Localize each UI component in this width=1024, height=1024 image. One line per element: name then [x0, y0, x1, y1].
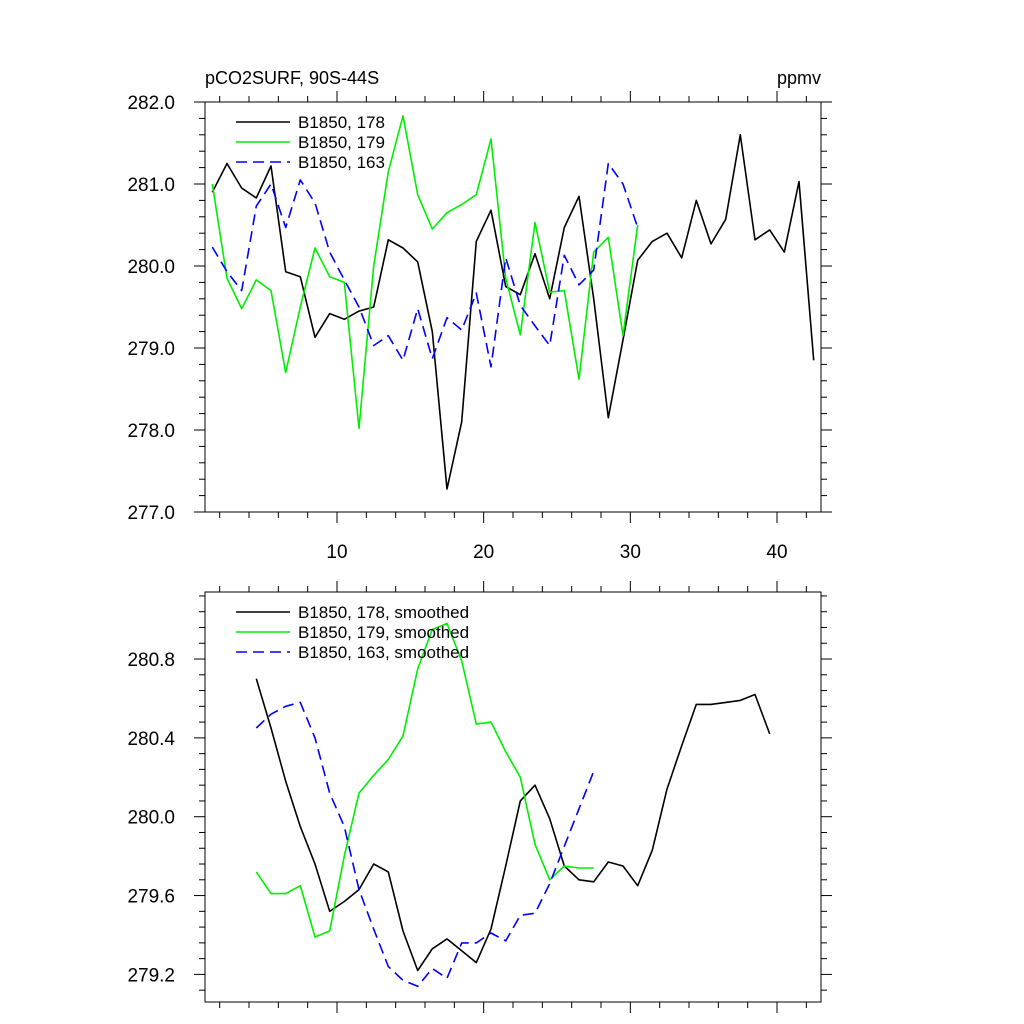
y-tick-label: 281.0: [127, 175, 175, 196]
axis-tick-labels: 279.2 279.6 280.0 280.4 280.8: [127, 650, 175, 986]
y-tick-label: 279.6: [127, 887, 175, 908]
y-tick-label: 280.0: [127, 257, 175, 278]
y-tick-label: 278.0: [127, 421, 175, 442]
panel-title-left: pCO2SURF, 90S-44S: [205, 68, 379, 88]
legend-label-b1850-163-smoothed: B1850, 163, smoothed: [298, 643, 469, 662]
x-tick-label: 40: [766, 542, 787, 563]
series-line-b1850-179: [211, 115, 639, 430]
x-tick-label: 30: [620, 542, 641, 563]
x-tick-label: 20: [473, 542, 494, 563]
axis-tick-labels: 277.0 278.0 279.0 280.0 281.0 282.0 10 20 30 40: [127, 93, 787, 563]
series-lines: [255, 622, 771, 988]
axis-ticks: [194, 91, 832, 523]
y-tick-label: 280.8: [127, 650, 175, 671]
series-line-b1850-179-smoothed: [255, 622, 594, 938]
top-panel: pCO2SURF, 90S-44S ppmv 277.0 278.0 279.0 28…: [127, 68, 832, 563]
y-tick-label: 279.2: [127, 965, 175, 986]
y-tick-label: 277.0: [127, 503, 175, 524]
legend-label-b1850-178-smoothed: B1850, 178, smoothed: [298, 603, 469, 622]
legend-label-b1850-179: B1850, 179: [298, 133, 385, 152]
plot-frame: [204, 591, 822, 1003]
y-tick-label: 280.4: [127, 729, 175, 750]
y-tick-label: 279.0: [127, 339, 175, 360]
plot-frame: [204, 101, 822, 513]
panel-title-right: ppmv: [777, 68, 821, 88]
legend-label-b1850-163: B1850, 163: [298, 153, 385, 172]
legend-label-b1850-179-smoothed: B1850, 179, smoothed: [298, 623, 469, 642]
x-tick-label: 10: [326, 542, 347, 563]
series-line-b1850-178-smoothed: [255, 678, 771, 972]
y-tick-label: 282.0: [127, 93, 175, 114]
axis-ticks: [194, 581, 832, 1013]
series-line-b1850-163: [211, 162, 639, 368]
series-lines: [211, 115, 815, 490]
series-line-b1850-163-smoothed: [255, 701, 595, 988]
series-line-b1850-178: [211, 134, 815, 490]
y-tick-label: 280.0: [127, 808, 175, 829]
legend-label-b1850-178: B1850, 178: [298, 113, 385, 132]
bottom-panel: 279.2 279.6 280.0 280.4 280.8 B1850, 178, sm…: [127, 581, 832, 1013]
